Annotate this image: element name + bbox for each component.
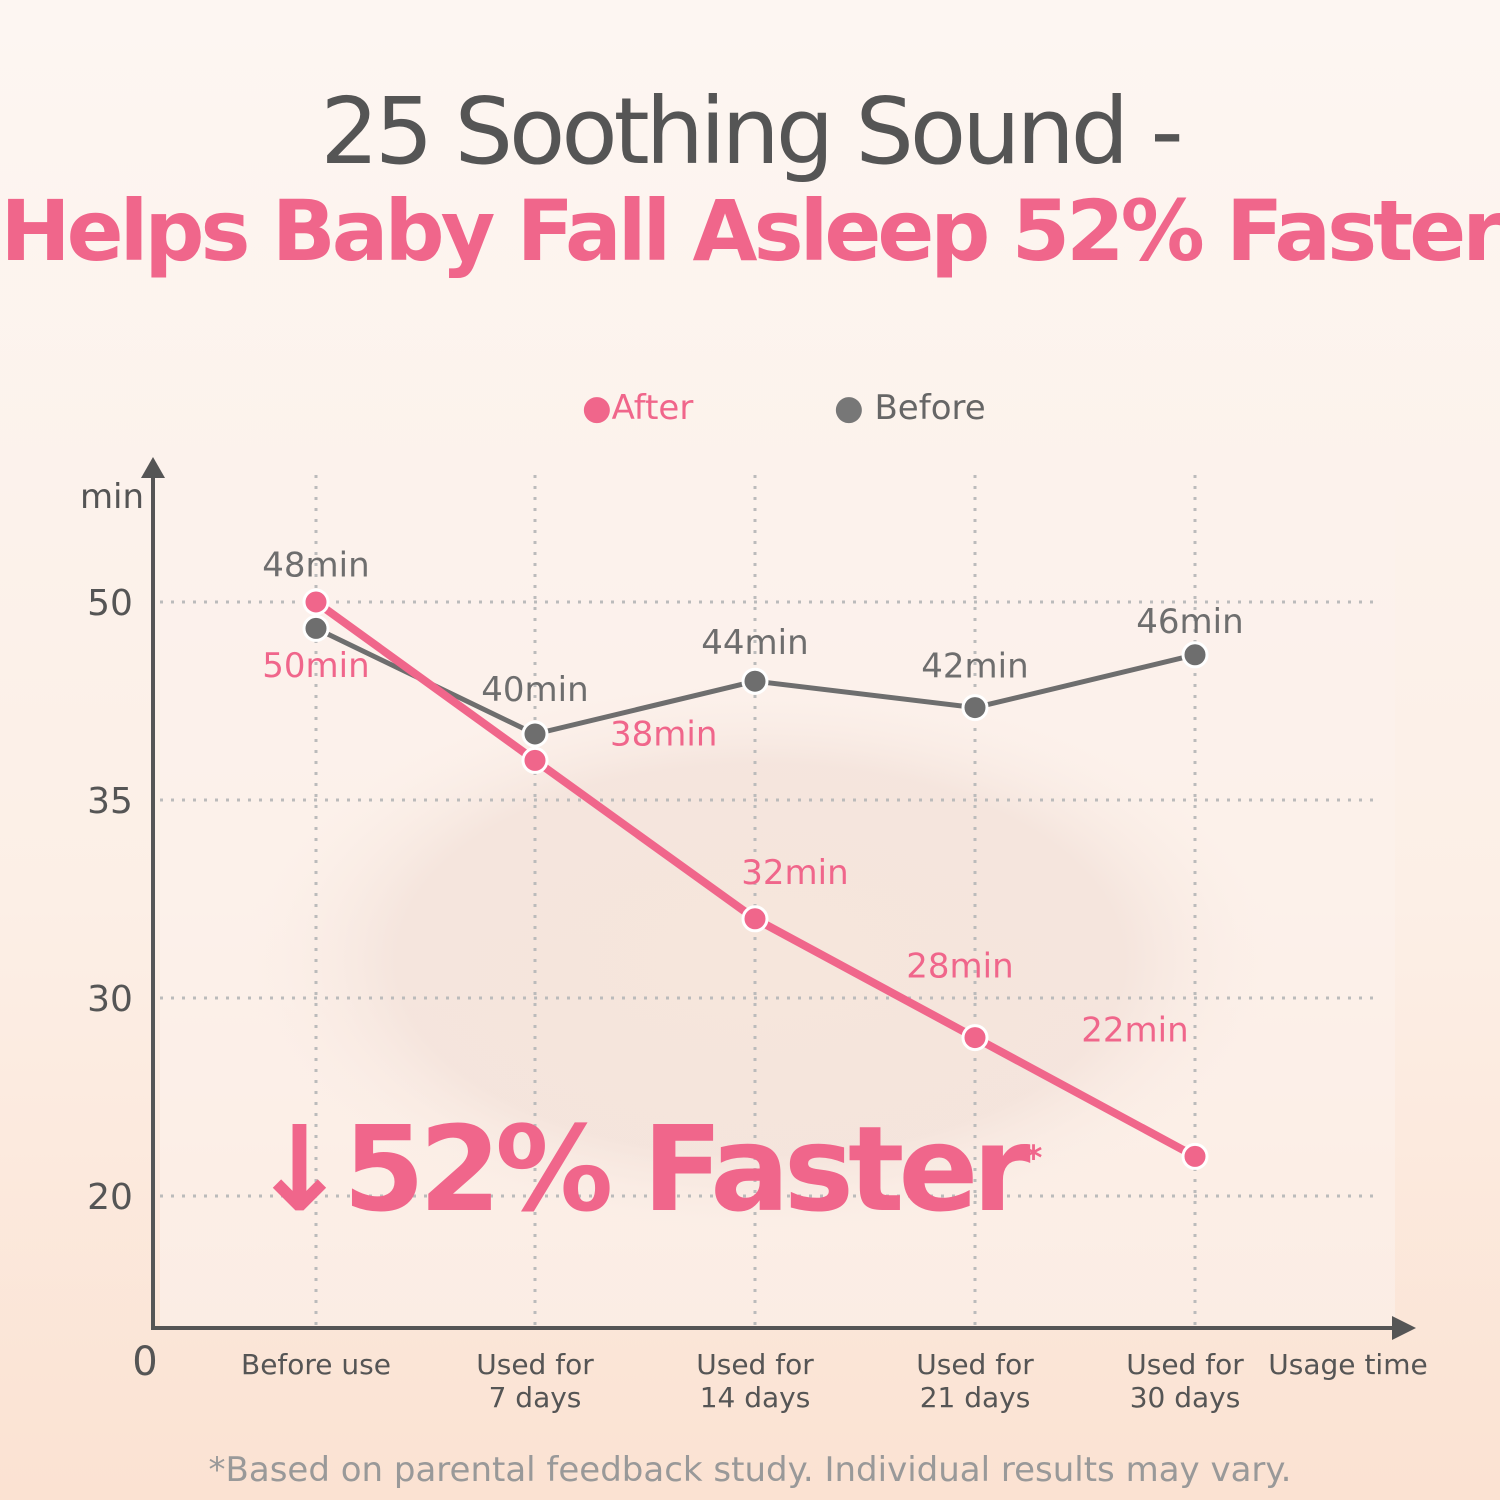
x-tick-label: Used for xyxy=(1126,1348,1244,1381)
data-label-before: 44min xyxy=(701,623,808,663)
data-label-before: 42min xyxy=(921,647,1028,687)
data-point-before xyxy=(741,667,769,695)
data-point-before xyxy=(302,614,330,642)
origin-label: 0 xyxy=(132,1339,157,1385)
data-label-after: 28min xyxy=(906,947,1013,987)
y-axis-arrow xyxy=(141,457,165,478)
data-point-before xyxy=(521,720,549,748)
data-point-after xyxy=(302,588,330,616)
legend-before-dot: ● xyxy=(834,388,875,428)
y-tick-label: 20 xyxy=(87,1177,133,1218)
data-point-after xyxy=(521,746,549,774)
baby-photo xyxy=(240,680,1280,1240)
data-point-before xyxy=(1181,641,1209,669)
x-axis-label: Usage time xyxy=(1268,1348,1427,1381)
legend-after-label: After xyxy=(611,388,694,428)
callout-52-faster: ↓52% Faster* xyxy=(250,1100,1042,1238)
x-tick-label: Used for xyxy=(916,1348,1034,1381)
x-tick-label: 30 days xyxy=(1130,1381,1241,1414)
y-tick-label: 30 xyxy=(87,979,133,1020)
x-tick-label: Used for xyxy=(476,1348,594,1381)
data-point-after xyxy=(961,1024,989,1052)
data-label-before: 40min xyxy=(481,670,588,710)
legend-after: ●After xyxy=(582,388,693,428)
legend-before-label: Before xyxy=(874,388,986,428)
data-label-after: 38min xyxy=(610,714,717,754)
x-tick-label: 21 days xyxy=(920,1381,1031,1414)
data-point-after xyxy=(741,905,769,933)
x-tick-label: Used for xyxy=(696,1348,814,1381)
x-tick-label: 7 days xyxy=(489,1381,582,1414)
legend-after-dot: ● xyxy=(582,388,612,428)
y-tick-label: 35 xyxy=(87,781,133,822)
y-axis-label: min xyxy=(80,477,144,517)
data-point-before xyxy=(961,694,989,722)
legend-before: ● Before xyxy=(834,388,986,428)
data-label-after: 22min xyxy=(1081,1010,1188,1050)
y-tick-label: 50 xyxy=(87,583,133,624)
data-point-after xyxy=(1181,1142,1209,1170)
title-line-1: 25 Soothing Sound - xyxy=(320,78,1183,185)
data-label-before: 46min xyxy=(1136,602,1243,642)
x-axis-arrow xyxy=(1392,1316,1416,1340)
data-label-before: 48min xyxy=(262,545,369,585)
footnote: *Based on parental feedback study. Indiv… xyxy=(208,1450,1292,1490)
x-tick-label: 14 days xyxy=(700,1381,811,1414)
title-line-2: Helps Baby Fall Asleep 52% Faster xyxy=(0,182,1500,280)
x-tick-label: Before use xyxy=(241,1348,391,1381)
data-label-after: 32min xyxy=(741,853,848,893)
data-label-after: 50min xyxy=(262,646,369,686)
